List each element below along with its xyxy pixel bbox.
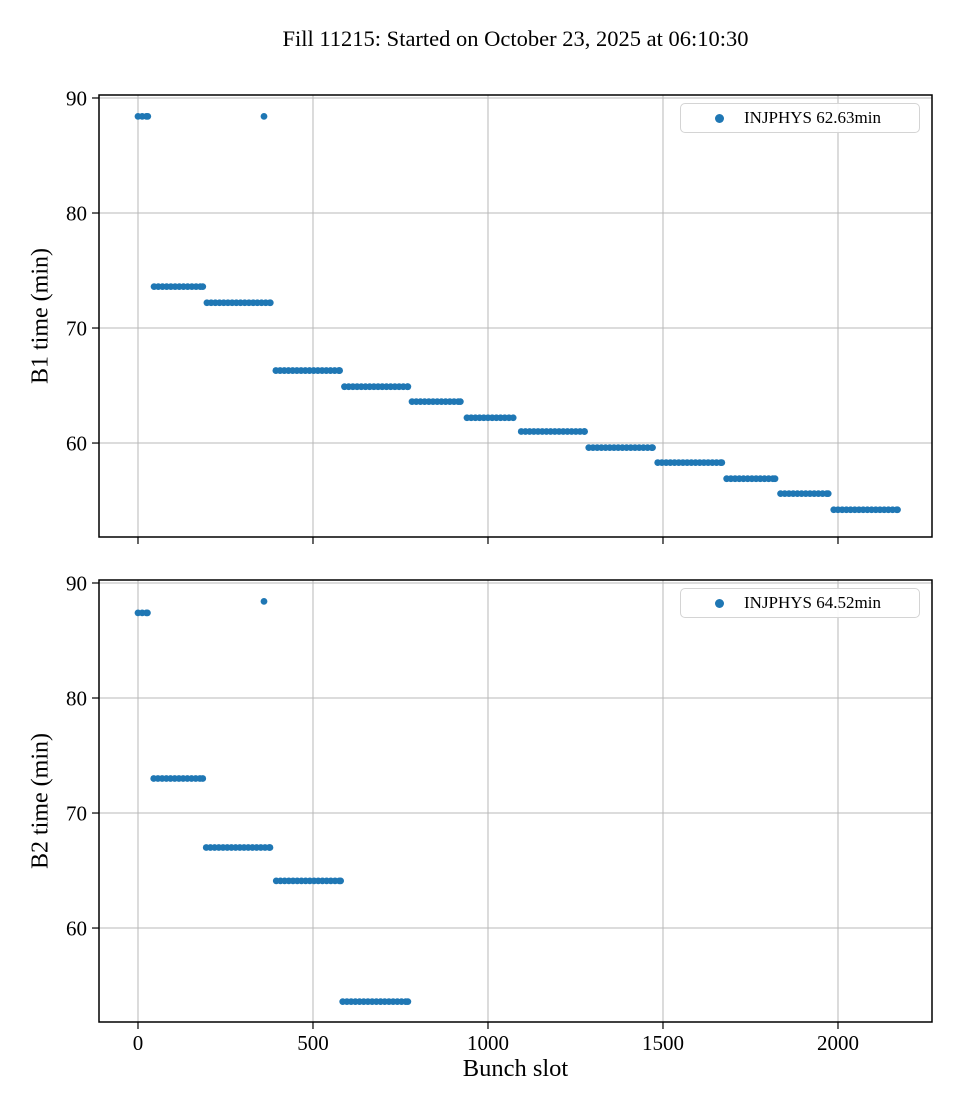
y-tick-label: 80: [66, 687, 87, 711]
chart-title: Fill 11215: Started on October 23, 2025 …: [282, 26, 749, 51]
axes-b1: 60 70 80 90 INJPHYS 62.63min: [66, 86, 933, 544]
x-tick-label: 1000: [467, 1031, 509, 1055]
data-point: [199, 283, 207, 291]
plot-b1: 60 70 80 90: [66, 86, 933, 544]
axes-frame: [98, 94, 933, 538]
data-point: [824, 490, 832, 498]
x-tick-label: 1500: [642, 1031, 684, 1055]
data-point: [260, 112, 268, 120]
legend-marker-icon: [715, 598, 724, 608]
data-point: [509, 414, 517, 422]
legend-b1: INJPHYS 62.63min: [680, 103, 920, 133]
axes-frame: [98, 579, 933, 1023]
x-axis-label: Bunch slot: [462, 1055, 569, 1082]
x-tick-label: 500: [297, 1031, 329, 1055]
legend-b2: INJPHYS 64.52min: [680, 588, 920, 618]
data-point: [266, 299, 274, 307]
data-point: [404, 383, 412, 391]
legend-label-b1: INJPHYS 62.63min: [744, 108, 881, 127]
data-point: [260, 597, 268, 605]
legend-marker-icon: [715, 113, 724, 123]
data-point: [771, 475, 779, 483]
data-point: [266, 844, 274, 851]
legend-label-b2: INJPHYS 64.52min: [744, 593, 881, 612]
x-tick-label: 2000: [817, 1031, 859, 1055]
y-axis-label-b1: B1 time (min): [27, 248, 54, 384]
x-tick-label: 0: [133, 1031, 144, 1055]
data-point: [404, 998, 412, 1006]
plot-b2: 60 70 80 90 0 500 1000 1500 2000: [66, 571, 933, 1055]
axes-b2: 60 70 80 90 0 500 1000 1500 2000 INJPHYS 64.52mi…: [66, 571, 933, 1055]
y-tick-label: 60: [66, 917, 87, 941]
data-point: [199, 775, 207, 782]
data-point: [894, 506, 901, 514]
y-tick-label: 80: [66, 202, 87, 226]
data-point: [144, 609, 151, 617]
data-point: [144, 112, 152, 120]
data-point: [649, 444, 656, 452]
y-tick-label: 60: [66, 432, 87, 456]
data-point: [456, 398, 464, 406]
y-axis-label-b2: B2 time (min): [27, 733, 54, 869]
data-point: [581, 428, 588, 435]
data-point: [718, 459, 726, 466]
y-tick-label: 70: [66, 802, 87, 826]
y-tick-label: 90: [66, 86, 87, 110]
y-tick-label: 70: [66, 317, 87, 341]
y-tick-label: 90: [66, 571, 87, 595]
data-point: [336, 367, 343, 374]
data-point: [337, 877, 345, 885]
